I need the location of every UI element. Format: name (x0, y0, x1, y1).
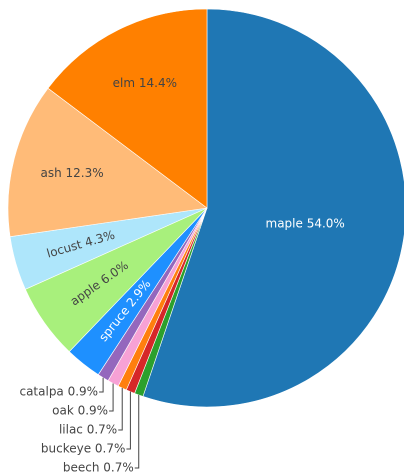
pie-slice (47, 8, 208, 209)
leader-line (134, 394, 140, 469)
pie-slice (142, 8, 404, 408)
slice-label: buckeye 0.7% (41, 442, 126, 456)
slice-label: ash 12.3% (40, 166, 103, 180)
slice-label: catalpa 0.9% (19, 385, 98, 399)
slice-label: lilac 0.7% (59, 423, 117, 437)
slice-label: elm 14.4% (113, 76, 177, 90)
pie-slice (7, 87, 208, 238)
leader-line (126, 391, 131, 450)
leader-line (109, 383, 114, 412)
slice-label: maple 54.0% (266, 217, 345, 231)
leader-line (118, 388, 123, 431)
leader-line (99, 377, 104, 393)
slice-label: oak 0.9% (52, 404, 108, 418)
slice-label: beech 0.7% (63, 461, 134, 475)
